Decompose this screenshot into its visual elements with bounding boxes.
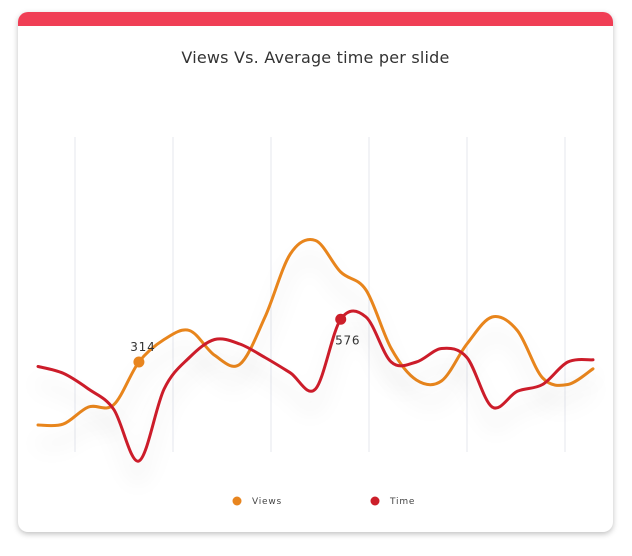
legend-item-views[interactable]: Views xyxy=(232,496,283,508)
legend-label-views: Views xyxy=(252,497,282,507)
annotation-points: 314 576 xyxy=(130,313,360,368)
data-point-time[interactable] xyxy=(335,313,347,325)
legend-marker-time xyxy=(370,496,380,506)
chart-legend: Views Time xyxy=(232,496,416,508)
data-label-time: 576 xyxy=(335,333,360,347)
data-label-views: 314 xyxy=(130,340,155,354)
legend-marker-views xyxy=(232,496,242,506)
series-line-views xyxy=(36,238,595,428)
chart-title: Views Vs. Average time per slide xyxy=(181,48,450,67)
card-accent-bar xyxy=(18,12,613,26)
grid-lines xyxy=(74,137,566,452)
series-lines xyxy=(36,238,595,463)
data-point-views[interactable] xyxy=(133,356,145,368)
legend-item-time[interactable]: Time xyxy=(370,496,416,508)
chart-card: Views Vs. Average time per slide 314 576 … xyxy=(18,12,613,532)
series-line-time xyxy=(36,309,595,463)
legend-label-time: Time xyxy=(389,497,415,507)
line-chart: 314 576 Views Time xyxy=(36,137,595,508)
